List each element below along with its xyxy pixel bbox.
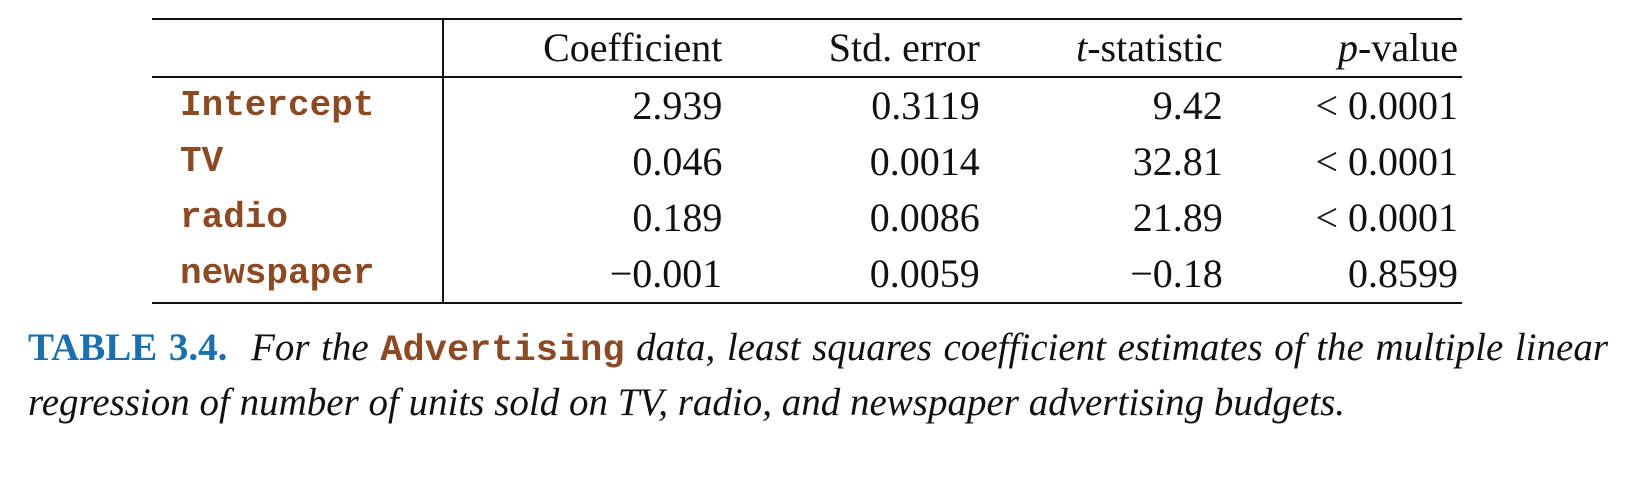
table-caption: TABLE 3.4. For the Advertising data, lea… bbox=[28, 322, 1608, 429]
row-label-intercept: Intercept bbox=[152, 77, 445, 134]
cell-coefficient: 0.189 bbox=[632, 195, 723, 240]
header-t-statistic: t-statistic bbox=[979, 18, 1223, 78]
row-label-radio: radio bbox=[152, 190, 445, 246]
cell-p-value: 0.8599 bbox=[1222, 246, 1462, 304]
header-p-value: p-value bbox=[1222, 18, 1462, 78]
caption-dataset-name: Advertising bbox=[380, 330, 625, 372]
p-value-suffix: -value bbox=[1358, 25, 1458, 70]
cell-p-value: < 0.0001 bbox=[1315, 83, 1458, 128]
t-symbol: t bbox=[1076, 25, 1088, 70]
row-label-newspaper: newspaper bbox=[152, 246, 445, 304]
table-row: newspaper −0.001 0.0059 −0.18 0.8599 bbox=[152, 246, 1462, 304]
regression-table: Coefficient Std. error t-statistic p-val… bbox=[152, 18, 1462, 304]
cell-p-value: < 0.0001 bbox=[1315, 139, 1458, 184]
header-std-error: Std. error bbox=[722, 18, 980, 78]
cell-std-error: 0.3119 bbox=[871, 83, 980, 128]
caption-label: TABLE 3.4. bbox=[28, 326, 228, 369]
cell-t-statistic: 21.89 bbox=[1132, 195, 1223, 240]
table-row: TV 0.046 0.0014 32.81 < 0.0001 bbox=[152, 134, 1462, 190]
cell-t-statistic: 32.81 bbox=[1132, 139, 1223, 184]
t-statistic-suffix: -statistic bbox=[1087, 25, 1223, 70]
caption-text-after: data, least squares coefficient estimate… bbox=[28, 326, 1609, 424]
cell-t-statistic: 9.42 bbox=[1152, 83, 1223, 128]
cell-p-value: < 0.0001 bbox=[1315, 195, 1458, 240]
header-coefficient: Coefficient bbox=[443, 18, 723, 78]
cell-coefficient: 2.939 bbox=[632, 83, 723, 128]
caption-text-before: For the bbox=[251, 326, 369, 369]
regression-table-container: Coefficient Std. error t-statistic p-val… bbox=[152, 18, 1462, 304]
cell-std-error: 0.0086 bbox=[869, 195, 980, 240]
cell-coefficient: −0.001 bbox=[443, 246, 723, 304]
p-symbol: p bbox=[1338, 25, 1359, 70]
header-empty-cell bbox=[152, 18, 445, 78]
table-header-row: Coefficient Std. error t-statistic p-val… bbox=[152, 18, 1462, 78]
table-row: radio 0.189 0.0086 21.89 < 0.0001 bbox=[152, 190, 1462, 246]
table-row: Intercept 2.939 0.3119 9.42 < 0.0001 bbox=[152, 77, 1462, 134]
row-label-tv: TV bbox=[152, 134, 445, 190]
cell-std-error: 0.0059 bbox=[722, 246, 980, 304]
cell-t-statistic: −0.18 bbox=[979, 246, 1223, 304]
cell-coefficient: 0.046 bbox=[632, 139, 723, 184]
cell-std-error: 0.0014 bbox=[869, 139, 980, 184]
